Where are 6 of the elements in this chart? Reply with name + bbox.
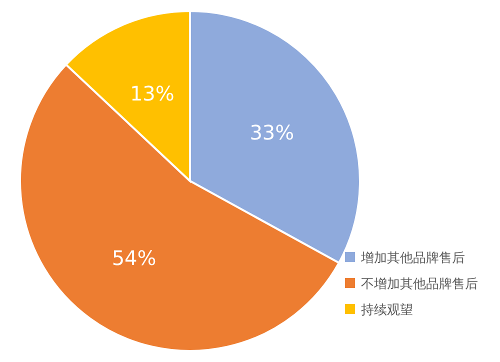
legend-label: 持续观望 [361, 303, 413, 318]
data-label: 33% [250, 120, 294, 145]
data-label: 13% [130, 82, 174, 106]
data-label: 54% [112, 246, 156, 270]
legend-label: 不增加其他品牌售后 [361, 277, 478, 292]
legend-label: 增加其他品牌售后 [360, 251, 465, 266]
